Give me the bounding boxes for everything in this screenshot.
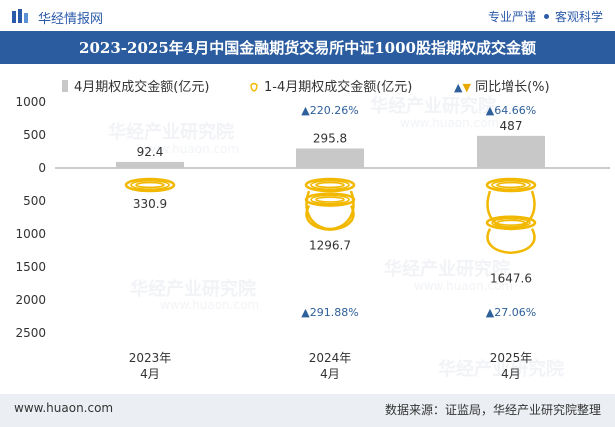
basket-cumulative bbox=[304, 192, 356, 231]
bar-monthly bbox=[116, 161, 184, 168]
yoy-label-monthly: ▲220.26% bbox=[301, 104, 358, 117]
watermark-url: www.huaon.com bbox=[414, 279, 514, 293]
tagline-left: 专业严谨 bbox=[487, 10, 536, 24]
footer-website[interactable]: www.huaon.com bbox=[14, 401, 114, 415]
legend-swatch-gray bbox=[62, 80, 68, 92]
x-tick-label: 2023年 bbox=[129, 351, 172, 365]
x-tick-label: 4月 bbox=[320, 367, 340, 381]
legend-label-cumulative: 1-4月期权成交金额(亿元) bbox=[264, 80, 413, 95]
legend-item-yoy: ▲▼ 同比增长(%) bbox=[454, 76, 550, 95]
yoy-label-monthly: ▲64.66% bbox=[486, 104, 536, 117]
chart-canvas: 1000 500 0 500 1000 1500 2000 2500 92.4 330.9 2023… bbox=[15, 95, 610, 381]
y-tick-label: 500 bbox=[23, 194, 46, 208]
data-label-monthly: 295.8 bbox=[313, 131, 347, 145]
data-label-cumulative: 1296.7 bbox=[309, 239, 351, 253]
basket-cumulative bbox=[485, 215, 537, 254]
watermark-url: www.huaon.com bbox=[400, 116, 500, 130]
tagline: 专业严谨 客观科学 bbox=[488, 8, 603, 25]
basket-cumulative bbox=[124, 177, 176, 193]
top-bar: 华经情报网 专业严谨 客观科学 bbox=[0, 0, 615, 31]
legend-label-yoy: 同比增长(%) bbox=[475, 80, 550, 95]
x-tick-label: 2024年 bbox=[309, 351, 352, 365]
title-bar bbox=[0, 31, 615, 64]
y-tick-label: 0 bbox=[38, 161, 46, 175]
logo-text: 华经情报网 bbox=[38, 12, 104, 27]
yoy-label-cumulative: ▲291.88% bbox=[301, 306, 358, 319]
x-tick-label: 4月 bbox=[501, 367, 521, 381]
tagline-right: 客观科学 bbox=[554, 10, 603, 24]
watermark: 华经产业研究院 bbox=[438, 359, 564, 380]
data-label-monthly: 92.4 bbox=[137, 145, 164, 159]
data-label-cumulative: 330.9 bbox=[133, 197, 167, 211]
y-tick-label: 500 bbox=[23, 128, 46, 142]
legend-swatch-gold bbox=[250, 82, 258, 92]
y-tick-label: 2000 bbox=[15, 293, 46, 307]
watermark: 华经产业研究院 bbox=[130, 279, 256, 300]
x-tick-label: 4月 bbox=[140, 367, 160, 381]
footer-bar bbox=[0, 394, 615, 427]
y-tick-label: 2500 bbox=[15, 326, 46, 340]
watermark-url: www.huaon.com bbox=[140, 142, 240, 156]
watermark: 华经产业研究院 bbox=[108, 122, 234, 143]
data-label-cumulative: 1647.6 bbox=[490, 272, 532, 286]
watermark-url: www.huaon.com bbox=[160, 298, 260, 312]
legend-item-cumulative: 1-4月期权成交金额(亿元) bbox=[250, 76, 412, 95]
chart-title: 2023-2025年4月中国金融期货交易所中证1000股指期权成交金额 bbox=[79, 39, 536, 57]
y-tick-label: 1500 bbox=[15, 260, 46, 274]
bar-monthly bbox=[296, 148, 364, 168]
data-label-monthly: 487 bbox=[500, 119, 523, 133]
dot-icon bbox=[543, 14, 549, 19]
logo-icon bbox=[12, 9, 28, 23]
y-tick-label: 1000 bbox=[15, 227, 46, 241]
legend-label-monthly: 4月期权成交金额(亿元) bbox=[74, 80, 210, 95]
footer-source: 数据来源：证监局，华经产业研究院整理 bbox=[384, 403, 601, 417]
bar-monthly bbox=[477, 135, 545, 168]
x-tick-label: 2025年 bbox=[490, 351, 533, 365]
yoy-label-cumulative: ▲27.06% bbox=[486, 306, 536, 319]
watermark: 华经产业研究院 bbox=[384, 259, 510, 280]
legend-triangle-icons: ▲▼ bbox=[454, 81, 471, 94]
y-tick-label: 1000 bbox=[15, 95, 46, 109]
watermark: 华经产业研究院 bbox=[370, 96, 496, 117]
legend-item-monthly: 4月期权成交金额(亿元) bbox=[62, 76, 209, 95]
